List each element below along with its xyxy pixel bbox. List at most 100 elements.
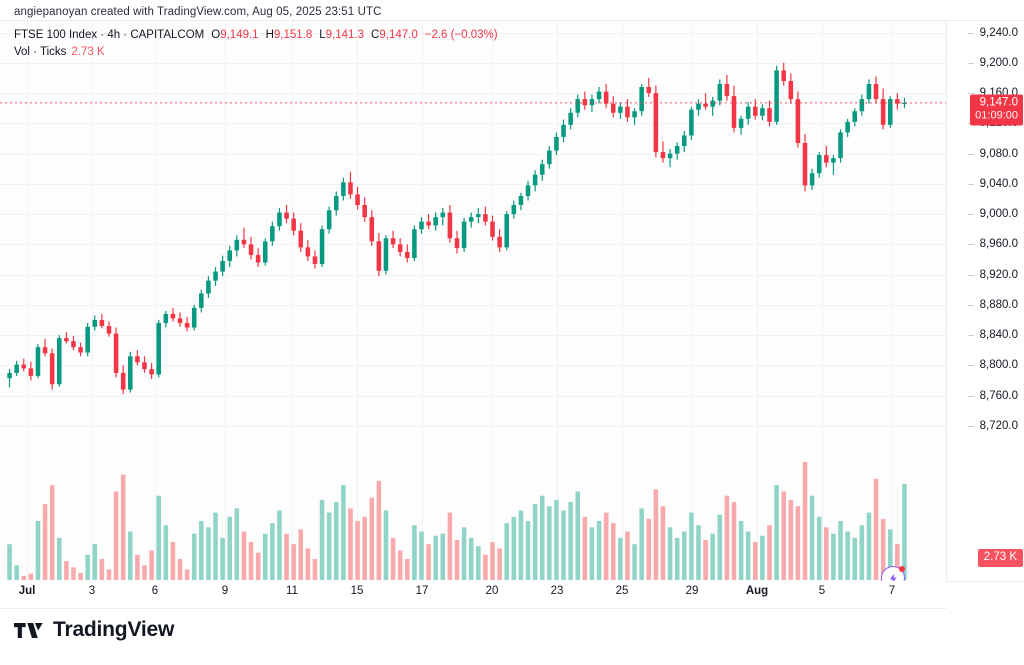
- candle-body: [312, 256, 318, 265]
- lightning-icon[interactable]: [881, 566, 905, 581]
- gridline-vertical: [92, 21, 93, 581]
- volume-bar: [14, 565, 19, 581]
- candle-wick: [903, 97, 906, 109]
- volume-bar: [21, 575, 27, 581]
- volume-bar: [56, 537, 62, 581]
- candle-body: [824, 155, 829, 163]
- volume-bar: [277, 510, 282, 581]
- volume-bar: [838, 520, 843, 581]
- volume-bar: [255, 552, 261, 581]
- candle-body: [71, 341, 76, 348]
- candle-wick: [704, 93, 707, 110]
- volume-bar: [795, 506, 801, 581]
- volume-bar: [518, 510, 524, 581]
- gridline-vertical: [492, 21, 493, 581]
- candle-body: [724, 84, 730, 97]
- candle-body: [184, 323, 190, 328]
- candle-body: [490, 221, 495, 237]
- volume-bar: [92, 544, 98, 581]
- volume-bar: [163, 525, 169, 581]
- volume-bar: [284, 533, 289, 581]
- volume-bar: [376, 480, 382, 581]
- candle-body: [667, 153, 673, 159]
- volume-bar: [824, 527, 829, 581]
- volume-bar: [234, 508, 240, 581]
- candle-body: [497, 236, 502, 248]
- volume-bar: [206, 527, 211, 581]
- candle-body: [582, 99, 588, 106]
- time-tick-label: 25: [615, 585, 629, 597]
- current-price-badge: 9,147.0 01:09:00: [970, 94, 1023, 126]
- candle-body: [511, 205, 517, 215]
- gridline-horizontal: [0, 244, 946, 245]
- volume-bar: [440, 533, 446, 581]
- time-tick-label: 9: [221, 585, 229, 597]
- candle-body: [142, 362, 147, 370]
- candle-body: [717, 84, 723, 101]
- volume-bar: [177, 558, 183, 581]
- price-tick-label: 8,800.0: [967, 359, 1018, 371]
- volume-bar: [582, 516, 588, 581]
- candle-body: [539, 164, 545, 175]
- candle-body: [625, 106, 630, 118]
- volume-bar: [610, 523, 616, 581]
- volume-bar: [880, 518, 886, 581]
- volume-bar: [866, 512, 872, 581]
- price-tick-mark: [967, 244, 974, 246]
- gridline-horizontal: [0, 275, 946, 276]
- chart-pane[interactable]: FTSE 100 Index · 4h · CAPITALCOM O9,149.…: [0, 20, 946, 582]
- price-tick-label: 8,720.0: [967, 420, 1018, 432]
- price-tick-mark: [967, 395, 974, 397]
- price-tick-label: 8,760.0: [967, 390, 1018, 402]
- candle-body: [412, 229, 417, 258]
- candle-body: [319, 229, 325, 265]
- candle-body: [589, 99, 595, 106]
- volume-bar: [262, 533, 268, 581]
- volume-bar: [142, 565, 147, 581]
- volume-bar: [426, 544, 431, 581]
- volume-bar: [724, 495, 730, 581]
- gridline-horizontal: [0, 154, 946, 155]
- candle-body: [376, 241, 382, 271]
- volume-bar: [845, 531, 850, 581]
- candle-body: [92, 319, 98, 327]
- candle-wick: [243, 227, 245, 249]
- time-scale[interactable]: Jul 3 6 9 11 15 17 20 23 25 29 Aug 5 7: [0, 580, 946, 609]
- price-tick-label: 8,960.0: [967, 238, 1018, 250]
- volume-bar: [561, 510, 566, 581]
- volume-bar: [816, 516, 822, 581]
- candle-body: [632, 111, 637, 118]
- time-tick-label: 6: [151, 585, 159, 597]
- candle-body: [525, 185, 531, 196]
- candle-body: [128, 356, 133, 390]
- volume-bar: [575, 491, 581, 581]
- candle-body: [887, 99, 893, 125]
- volume-value-badge: 2.73 K: [977, 549, 1023, 567]
- price-tick-mark: [967, 32, 974, 34]
- price-tick-label: 8,880.0: [967, 299, 1018, 311]
- gridline-horizontal: [0, 396, 946, 397]
- candle-body: [561, 124, 566, 137]
- price-scale[interactable]: 9,147.0 01:09:00 2.73 K 9,240.0 9,200.0 9,…: [946, 20, 1024, 582]
- candle-body: [795, 99, 801, 143]
- candlestick-canvas: [0, 62, 946, 581]
- volume-bar: [788, 499, 794, 581]
- candle-body: [227, 250, 232, 261]
- volume-bar: [64, 561, 69, 581]
- volume-bar: [135, 554, 140, 581]
- candle-body: [618, 106, 623, 113]
- volume-bar: [852, 537, 858, 581]
- volume-bar: [753, 542, 758, 581]
- candle-body: [703, 103, 708, 107]
- time-tick-label: 3: [88, 585, 96, 597]
- legend-open: O9,149.1: [211, 29, 259, 41]
- candle-body: [781, 70, 786, 81]
- candle-body: [405, 251, 410, 258]
- volume-bar: [397, 550, 403, 581]
- candle-body: [135, 356, 140, 363]
- volume-bar: [497, 548, 502, 581]
- volume-bar: [170, 542, 176, 581]
- price-tick-mark: [967, 93, 974, 95]
- volume-bar: [468, 537, 474, 581]
- volume-bar: [639, 508, 644, 581]
